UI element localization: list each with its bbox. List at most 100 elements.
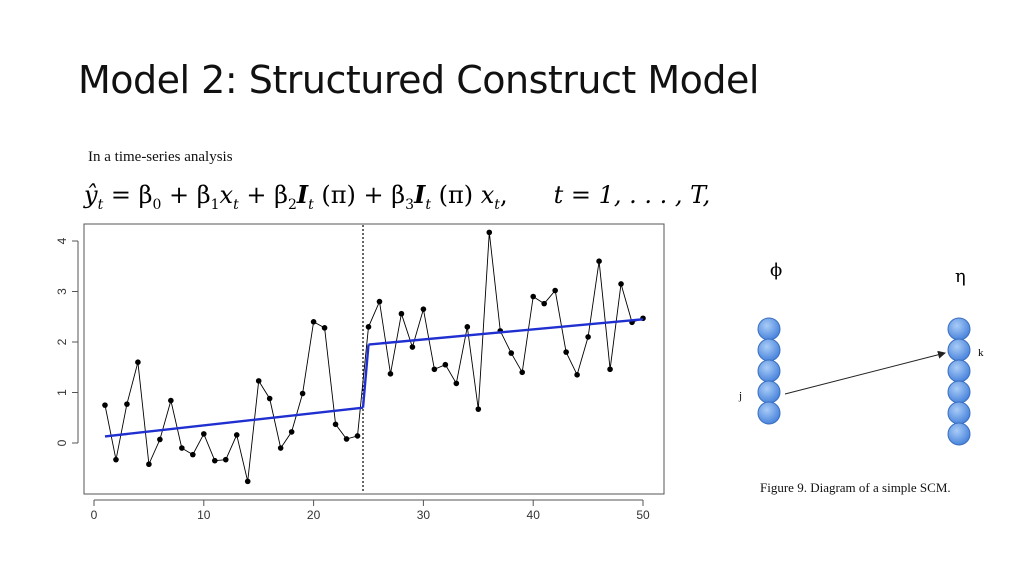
formula-x1: x bbox=[219, 181, 234, 209]
formula-sub-3: 3 bbox=[405, 196, 415, 213]
y-tick-label: 0 bbox=[55, 439, 69, 446]
formula-yhat: ŷ bbox=[84, 181, 98, 209]
formula-sub-0: 0 bbox=[152, 196, 162, 213]
subtitle: In a time-series analysis bbox=[88, 149, 233, 165]
eta-label: η bbox=[955, 266, 966, 287]
eta-nodes bbox=[947, 317, 971, 446]
observed-point bbox=[266, 395, 273, 402]
observed-point bbox=[102, 402, 108, 408]
observed-line bbox=[104, 232, 644, 482]
fitted-segment bbox=[368, 318, 644, 346]
phi-node bbox=[757, 380, 781, 404]
observed-point bbox=[310, 319, 317, 325]
eta-node bbox=[947, 401, 971, 425]
j-label: j bbox=[738, 390, 742, 402]
formula-plus1: + β bbox=[161, 181, 211, 209]
eta-node bbox=[947, 338, 971, 362]
observed-point bbox=[398, 310, 405, 317]
eta-node bbox=[947, 380, 971, 404]
formula-sub-t4: t bbox=[425, 196, 431, 213]
formula-sub-2: 2 bbox=[287, 196, 297, 213]
observed-point bbox=[541, 300, 547, 307]
observed-point bbox=[607, 366, 613, 373]
x-tick-label: 40 bbox=[527, 508, 541, 522]
observed-point bbox=[244, 478, 251, 485]
formula-I1: I bbox=[296, 180, 309, 209]
observed-point bbox=[288, 429, 295, 435]
formula-eq: = β bbox=[103, 181, 153, 209]
x-tick-label: 30 bbox=[417, 508, 431, 522]
x-tick-label: 0 bbox=[91, 508, 98, 522]
formula-comma: , bbox=[499, 181, 508, 209]
observed-point bbox=[190, 451, 196, 458]
path-arrow bbox=[784, 350, 946, 395]
formula-x2: x bbox=[480, 181, 495, 209]
observed-point bbox=[321, 325, 328, 331]
observed-point bbox=[179, 445, 185, 451]
observed-point bbox=[376, 298, 383, 305]
observed-point bbox=[387, 371, 394, 377]
observed-point bbox=[420, 306, 427, 312]
phi-node bbox=[757, 338, 781, 362]
observed-point bbox=[222, 456, 229, 463]
y-axis: 0 1 2 3 4 bbox=[55, 237, 79, 446]
observed-point bbox=[596, 258, 602, 265]
observed-point bbox=[618, 281, 624, 287]
observed-point bbox=[157, 436, 163, 443]
observed-point bbox=[475, 406, 482, 412]
eta-node bbox=[947, 317, 971, 341]
phi-node bbox=[757, 401, 781, 425]
phi-nodes bbox=[757, 317, 781, 425]
figure-caption: Figure 9. Diagram of a simple SCM. bbox=[760, 480, 951, 495]
x-tick-label: 50 bbox=[636, 508, 650, 522]
formula-t-range: t = 1, . . . , T, bbox=[553, 181, 711, 209]
observed-point bbox=[135, 359, 141, 366]
eta-node bbox=[947, 359, 971, 383]
formula-pi2: (π) bbox=[430, 181, 474, 209]
observed-point bbox=[409, 344, 416, 350]
y-tick-label: 2 bbox=[55, 338, 69, 345]
observed-point bbox=[332, 421, 339, 428]
observed-point bbox=[343, 436, 350, 442]
title-model-number: Model 2: bbox=[78, 58, 238, 102]
x-tick-label: 20 bbox=[307, 508, 321, 522]
formula-sub-t5: t bbox=[494, 196, 500, 213]
formula-I2: I bbox=[414, 180, 426, 209]
observed-point bbox=[585, 334, 591, 340]
phi-node bbox=[757, 359, 781, 383]
y-tick-label: 4 bbox=[55, 237, 69, 244]
formula-pi1: (π) bbox=[313, 181, 356, 209]
k-label: k bbox=[978, 347, 984, 359]
plot-frame bbox=[83, 223, 665, 495]
observed-point bbox=[519, 369, 526, 376]
phi-node bbox=[757, 317, 781, 341]
x-tick-label: 10 bbox=[197, 508, 211, 522]
eta-node bbox=[947, 422, 971, 446]
observed-point bbox=[431, 366, 438, 373]
observed-point bbox=[442, 361, 449, 368]
regression-formula: ŷt = β0 + β1xt + β2It (π) + β3It (π) xt,… bbox=[84, 180, 710, 213]
observed-point bbox=[552, 287, 558, 294]
observed-point bbox=[574, 372, 580, 378]
observed-point bbox=[146, 461, 152, 468]
observed-point bbox=[354, 433, 361, 439]
formula-plus3: + β bbox=[355, 181, 406, 209]
fitted-segment bbox=[104, 406, 364, 438]
observed-series bbox=[102, 229, 646, 485]
observed-point bbox=[299, 390, 306, 397]
page-title: Model 2: Structured Construct Model bbox=[78, 58, 759, 102]
observed-point bbox=[124, 401, 130, 407]
observed-point bbox=[464, 324, 471, 330]
title-model-name: Structured Construct Model bbox=[237, 58, 760, 102]
observed-point bbox=[530, 293, 536, 300]
observed-point bbox=[113, 456, 119, 463]
formula-sub-t2: t bbox=[233, 196, 239, 213]
phi-label: ϕ bbox=[770, 260, 782, 281]
observed-point bbox=[168, 397, 174, 404]
observed-point bbox=[563, 349, 569, 355]
observed-point bbox=[365, 324, 372, 330]
observed-point bbox=[201, 431, 207, 437]
fitted-series bbox=[104, 318, 644, 438]
